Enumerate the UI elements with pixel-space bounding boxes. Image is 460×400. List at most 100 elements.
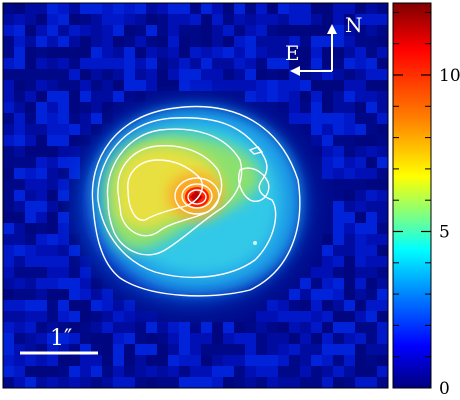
contour-right-lobe	[238, 167, 270, 202]
noise-pixel	[300, 69, 311, 80]
noise-pixel	[14, 366, 25, 377]
noise-pixel	[113, 311, 124, 322]
noise-pixel	[322, 102, 333, 113]
noise-pixel	[322, 58, 333, 69]
noise-pixel	[256, 80, 267, 91]
noise-pixel	[333, 245, 344, 256]
noise-pixel	[311, 36, 322, 47]
noise-pixel	[91, 355, 102, 366]
noise-pixel	[14, 135, 25, 146]
noise-pixel	[344, 157, 355, 168]
noise-pixel	[333, 36, 344, 47]
noise-pixel	[267, 47, 278, 58]
noise-pixel	[168, 344, 179, 355]
noise-pixel	[377, 36, 388, 47]
noise-pixel	[366, 322, 377, 333]
noise-pixel	[47, 14, 58, 25]
noise-pixel	[223, 355, 234, 366]
noise-pixel	[168, 80, 179, 91]
noise-pixel	[289, 300, 300, 311]
noise-pixel	[157, 69, 168, 80]
noise-pixel	[3, 69, 14, 80]
colorbar-tick-label: 0	[439, 379, 450, 399]
noise-pixel	[135, 80, 146, 91]
noise-pixel	[3, 179, 14, 190]
noise-pixel	[157, 36, 168, 47]
noise-pixel	[366, 168, 377, 179]
noise-pixel	[157, 14, 168, 25]
noise-pixel	[366, 333, 377, 344]
noise-pixel	[300, 91, 311, 102]
noise-pixel	[333, 322, 344, 333]
noise-pixel	[47, 333, 58, 344]
noise-pixel	[135, 322, 146, 333]
noise-pixel	[377, 157, 388, 168]
noise-pixel	[47, 344, 58, 355]
noise-pixel	[36, 201, 47, 212]
noise-pixel	[69, 311, 80, 322]
noise-pixel	[47, 168, 58, 179]
noise-pixel	[69, 168, 80, 179]
noise-pixel	[102, 25, 113, 36]
noise-pixel	[36, 311, 47, 322]
noise-pixel	[278, 69, 289, 80]
noise-pixel	[300, 25, 311, 36]
noise-pixel	[102, 91, 113, 102]
noise-pixel	[146, 333, 157, 344]
noise-pixel	[58, 245, 69, 256]
noise-pixel	[289, 3, 300, 14]
noise-pixel	[355, 135, 366, 146]
noise-pixel	[58, 355, 69, 366]
noise-pixel	[69, 234, 80, 245]
noise-pixel	[366, 69, 377, 80]
noise-pixel	[47, 157, 58, 168]
noise-pixel	[69, 25, 80, 36]
noise-pixel	[190, 344, 201, 355]
noise-pixel	[300, 102, 311, 113]
noise-pixel	[344, 289, 355, 300]
noise-pixel	[322, 69, 333, 80]
noise-pixel	[355, 80, 366, 91]
noise-pixel	[300, 344, 311, 355]
noise-pixel	[377, 47, 388, 58]
noise-pixel	[300, 47, 311, 58]
noise-pixel	[333, 278, 344, 289]
noise-pixel	[333, 212, 344, 223]
noise-pixel	[278, 3, 289, 14]
noise-pixel	[344, 333, 355, 344]
noise-pixel	[322, 3, 333, 14]
noise-pixel	[14, 245, 25, 256]
noise-pixel	[311, 344, 322, 355]
noise-pixel	[223, 322, 234, 333]
noise-pixel	[157, 3, 168, 14]
noise-pixel	[69, 333, 80, 344]
noise-pixel	[36, 168, 47, 179]
noise-pixel	[322, 124, 333, 135]
noise-pixel	[355, 289, 366, 300]
noise-pixel	[69, 289, 80, 300]
noise-pixel	[333, 135, 344, 146]
noise-pixel	[223, 58, 234, 69]
noise-pixel	[344, 91, 355, 102]
noise-pixel	[91, 58, 102, 69]
noise-pixel	[69, 47, 80, 58]
noise-pixel	[36, 113, 47, 124]
noise-pixel	[179, 58, 190, 69]
noise-pixel	[234, 355, 245, 366]
noise-pixel	[69, 91, 80, 102]
noise-pixel	[289, 102, 300, 113]
noise-pixel	[278, 322, 289, 333]
noise-pixel	[47, 212, 58, 223]
noise-pixel	[179, 366, 190, 377]
noise-pixel	[146, 47, 157, 58]
noise-pixel	[47, 355, 58, 366]
noise-pixel	[14, 80, 25, 91]
noise-pixel	[311, 289, 322, 300]
noise-pixel	[377, 267, 388, 278]
noise-pixel	[344, 355, 355, 366]
noise-pixel	[14, 223, 25, 234]
noise-pixel	[25, 267, 36, 278]
noise-pixel	[69, 256, 80, 267]
noise-pixel	[14, 113, 25, 124]
